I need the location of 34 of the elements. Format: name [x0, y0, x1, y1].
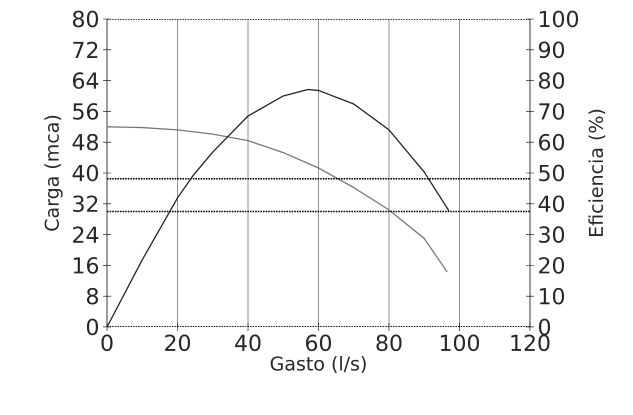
line-series — [107, 126, 448, 273]
y-tick-label: 80 — [72, 10, 98, 28]
y-tick-label: 72 — [73, 42, 98, 58]
y-tick-label: 0 — [86, 318, 98, 336]
x-tick-label: 60 — [306, 334, 332, 352]
x-tick-label: 120 — [511, 334, 550, 352]
x-tick-label: 100 — [440, 334, 480, 352]
y2-tick-label: 60 — [539, 134, 564, 151]
y-axis-title: Carga (mca) — [44, 116, 63, 231]
y-tick-label: 64 — [73, 72, 98, 89]
y2-tick-label: 10 — [540, 288, 564, 305]
y2-tick-label: 90 — [538, 41, 564, 58]
y2-tick-label: 70 — [539, 103, 564, 120]
line-series — [107, 88, 450, 327]
y2-tick-label: 20 — [539, 257, 564, 274]
y2-tick-label: 50 — [539, 164, 564, 182]
y2-tick-label: 30 — [539, 226, 564, 243]
y-tick-label: 56 — [73, 103, 98, 120]
y2-tick-label: 0 — [538, 318, 550, 336]
y2-axis-title: Eficiencia (%) — [588, 110, 606, 236]
x-tick-label: 80 — [376, 334, 402, 352]
x-tick-label: 40 — [235, 334, 261, 352]
y-tick-label: 8 — [86, 288, 98, 305]
x-tick-label: 0 — [101, 334, 113, 352]
y-tick-label: 48 — [72, 134, 98, 151]
y2-tick-label: 40 — [538, 195, 564, 212]
x-axis-title: Gasto (l/s) — [270, 356, 366, 373]
y2-tick-label: 100 — [540, 10, 578, 28]
x-tick-label: 20 — [165, 334, 190, 352]
y-tick-label: 16 — [74, 257, 98, 274]
y2-tick-label: 80 — [539, 72, 564, 89]
y-tick-label: 40 — [72, 164, 98, 182]
y-tick-label: 24 — [73, 226, 98, 243]
y-tick-label: 32 — [73, 195, 98, 212]
